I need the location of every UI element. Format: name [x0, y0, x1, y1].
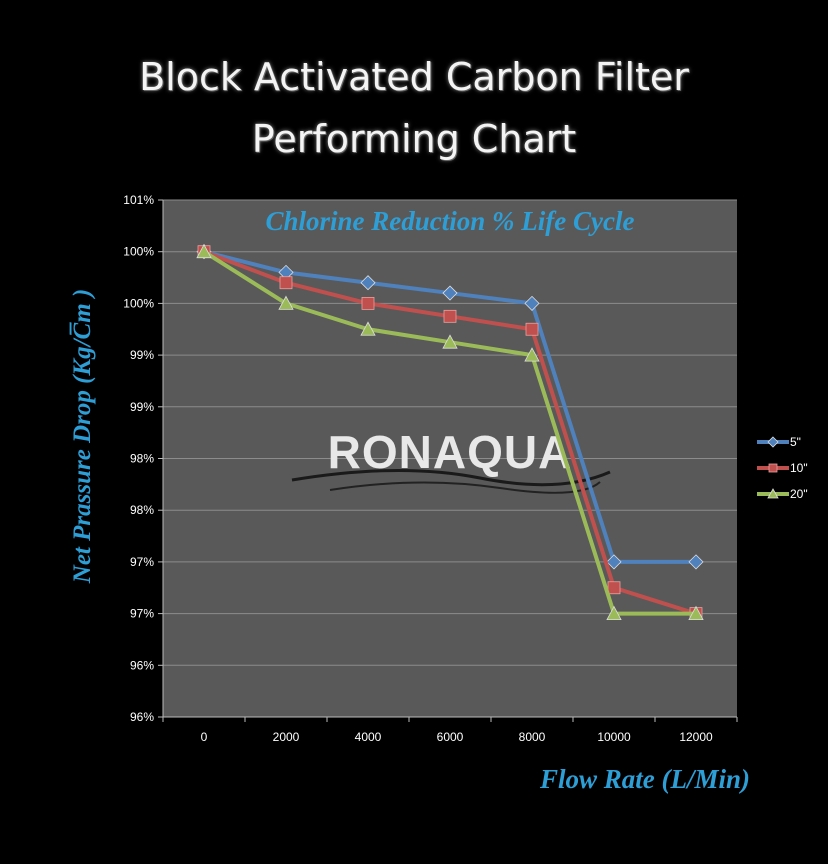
y-tick-labels: 96% 96% 97% 97% 98% 98% 99% 99% 100% 100% 101%: [123, 193, 154, 724]
data-point: [688, 554, 704, 570]
y-tick-label: 100%: [123, 245, 154, 259]
y-tick-label: 97%: [130, 555, 154, 569]
x-tick-label: 8000: [519, 730, 546, 744]
x-tick-labels: 0 2000 4000 6000 8000 10000 12000: [201, 730, 713, 744]
x-tick-label: 2000: [273, 730, 300, 744]
data-point: [607, 581, 621, 595]
y-tick-label: 96%: [130, 710, 154, 724]
legend-entry: 10": [757, 461, 808, 475]
chart-title: Block Activated Carbon Filter Performing…: [0, 46, 828, 170]
data-point: [525, 322, 539, 336]
data-point: [767, 436, 779, 448]
y-tick-label: 98%: [130, 452, 154, 466]
y-tick-label: 99%: [130, 400, 154, 414]
chart-subtitle: Chlorine Reduction % Life Cycle: [266, 206, 635, 236]
legend-label: 20": [790, 487, 808, 501]
data-point: [278, 295, 294, 310]
y-tick-label: 99%: [130, 348, 154, 362]
x-tick-label: 10000: [597, 730, 631, 744]
x-tick-label: 4000: [355, 730, 382, 744]
data-point: [360, 321, 376, 336]
series-layer: [196, 243, 704, 620]
y-tick-label: 101%: [123, 193, 154, 207]
data-point: [442, 285, 458, 301]
x-axis-label: Flow Rate (L/Min): [539, 764, 750, 794]
data-point: [279, 276, 293, 290]
data-point: [360, 275, 376, 291]
legend-entry: 20": [757, 487, 808, 501]
data-point: [442, 334, 458, 349]
y-axis-label: Net Prassure Drop (Kg/C̅m ): [69, 289, 96, 584]
data-point: [767, 488, 779, 499]
x-tick-label: 0: [201, 730, 208, 744]
chart-title-line-2: Performing Chart: [251, 117, 577, 161]
y-tick-label: 98%: [130, 503, 154, 517]
data-point: [768, 463, 778, 473]
x-tick-label: 12000: [679, 730, 713, 744]
legend-label: 5": [790, 435, 801, 449]
data-point: [606, 554, 622, 570]
data-point: [524, 295, 540, 311]
x-tick-label: 6000: [437, 730, 464, 744]
data-point: [606, 605, 622, 620]
legend: 5" 10" 20": [757, 435, 808, 501]
y-tick-label: 100%: [123, 296, 154, 310]
legend-entry: 5": [757, 435, 801, 449]
legend-label: 10": [790, 461, 808, 475]
data-point: [361, 296, 375, 310]
chart-title-line-1: Block Activated Carbon Filter: [139, 55, 689, 99]
watermark-logo: RONAQUA: [291, 426, 611, 494]
data-point: [688, 605, 704, 620]
y-tick-label: 97%: [130, 607, 154, 621]
data-point: [443, 309, 457, 323]
y-tick-label: 96%: [130, 658, 154, 672]
data-point: [196, 243, 212, 259]
series-20-inch: [196, 243, 704, 620]
axes: [162, 200, 738, 722]
data-point: [524, 347, 540, 362]
watermark-wave-shape-2: [329, 481, 601, 494]
watermark-text: RONAQUA: [328, 426, 573, 478]
